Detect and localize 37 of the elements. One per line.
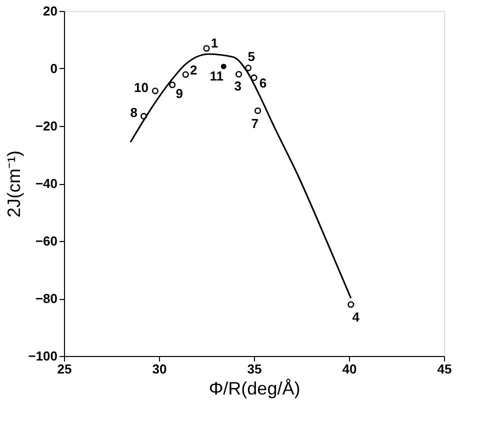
point <box>203 45 210 52</box>
point <box>245 64 252 72</box>
annotation: 7 <box>251 116 258 131</box>
annotation: 10 <box>134 80 148 95</box>
y-tick-label: −80 <box>35 291 58 306</box>
point <box>254 107 262 114</box>
annotation: 2 <box>190 62 198 78</box>
point <box>236 70 242 78</box>
y-tick-label: 0 <box>50 61 58 76</box>
annotation: 9 <box>176 86 183 101</box>
y-tick-label: −40 <box>35 176 58 191</box>
point <box>169 82 176 88</box>
x-tick-label: 45 <box>437 362 452 376</box>
x-tick-label: 35 <box>247 362 262 376</box>
x-tick-label: 25 <box>57 362 72 376</box>
annotation: 11 <box>210 68 224 84</box>
point <box>250 74 258 81</box>
y-axis-title: 2J(cm⁻¹) <box>4 150 24 218</box>
y-tick-label: 20 <box>43 4 58 18</box>
point <box>140 112 148 120</box>
point <box>152 88 158 94</box>
annotation: 4 <box>352 310 360 325</box>
line-series <box>130 53 352 300</box>
point <box>348 301 354 308</box>
x-tick-label: 40 <box>342 362 357 376</box>
annotation: 1 <box>210 35 218 50</box>
annotation: 5 <box>248 48 255 64</box>
annotation: 6 <box>259 76 267 91</box>
annotation: 3 <box>234 78 242 94</box>
point <box>182 71 189 78</box>
annotation: 8 <box>130 105 138 120</box>
y-tick-label: −20 <box>35 118 58 134</box>
x-tick-label: 30 <box>152 362 167 376</box>
point <box>220 64 226 70</box>
x-axis-title: Φ/R(deg/Å) <box>208 378 300 398</box>
y-tick-label: −100 <box>28 348 58 364</box>
y-tick-label: −60 <box>35 234 58 248</box>
